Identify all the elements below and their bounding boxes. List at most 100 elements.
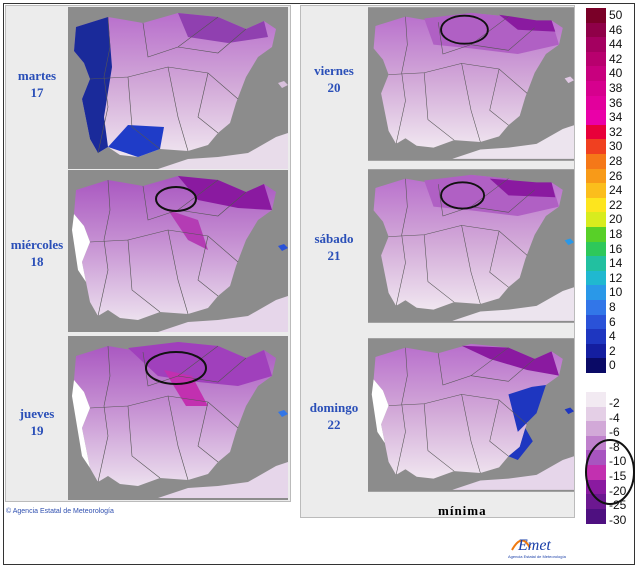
legend-swatch (586, 392, 606, 408)
legend-swatch (586, 300, 606, 316)
day-number: 18 (30, 254, 44, 269)
legend-swatch (586, 139, 606, 155)
legend-swatch (586, 95, 606, 111)
copyright-text: © Agencia Estatal de Meteorología (6, 508, 114, 515)
highlight-circle (440, 14, 489, 45)
legend-label: 8 (609, 300, 616, 314)
legend-label: 44 (609, 37, 623, 52)
map-friday (368, 7, 574, 161)
legend-swatch (586, 329, 606, 345)
legend-swatch (586, 227, 606, 243)
map-tuesday (68, 7, 288, 169)
legend-swatch (586, 37, 606, 53)
legend-label: 32 (609, 124, 623, 139)
legend-swatch (586, 183, 606, 199)
day-label-friday: viernes 20 (303, 62, 365, 96)
legend-swatch (586, 406, 606, 422)
day-label-tuesday: martes 17 (6, 67, 68, 101)
legend-label: -10 (609, 454, 627, 469)
legend-swatch (586, 358, 606, 374)
legend-swatch (586, 124, 606, 140)
aemet-logo: Emet Agencia Estatal de Meteorología (508, 530, 572, 560)
legend-swatch (586, 197, 606, 213)
day-number: 20 (327, 80, 341, 95)
legend-label: 14 (609, 256, 623, 271)
map-saturday (368, 169, 574, 323)
legend-label: 28 (609, 154, 623, 168)
legend-label: 34 (609, 110, 623, 125)
day-number: 19 (30, 423, 44, 438)
legend-label: 46 (609, 22, 623, 37)
day-label-sunday: domingo 22 (300, 399, 368, 433)
legend-label: -15 (609, 469, 627, 483)
legend-swatch (586, 494, 606, 510)
legend-swatch (586, 51, 606, 67)
legend-swatch (586, 508, 606, 524)
weekday-name: martes (17, 68, 57, 83)
legend-label: -20 (609, 483, 627, 498)
legend-label: 30 (609, 139, 623, 154)
day-label-wednesday: miércoles 18 (4, 236, 70, 270)
legend-label: 40 (609, 66, 623, 81)
legend-label: 22 (609, 197, 623, 212)
figure-frame (3, 3, 635, 565)
legend-swatch (586, 343, 606, 359)
legend-label: 18 (609, 227, 623, 241)
legend-label: 50 (609, 8, 623, 22)
weekday-name: miércoles (10, 237, 64, 252)
legend-swatch (586, 270, 606, 286)
day-number: 21 (327, 248, 341, 263)
legend-label: -25 (609, 498, 627, 513)
weekday-name: viernes (314, 63, 354, 78)
day-label-thursday: jueves 19 (6, 405, 68, 439)
legend-swatch (586, 212, 606, 228)
day-number: 22 (327, 417, 341, 432)
legend-label: 38 (609, 81, 623, 95)
legend-label: 16 (609, 241, 623, 256)
legend-label: -6 (609, 425, 620, 440)
weekday-name: sábado (314, 231, 354, 246)
legend-label: 12 (609, 270, 623, 285)
legend-swatch (586, 241, 606, 257)
legend-swatch (586, 256, 606, 272)
legend-label: 2 (609, 343, 616, 358)
legend-swatch (586, 154, 606, 170)
highlight-circle (145, 351, 207, 385)
legend-swatch (586, 285, 606, 301)
legend-swatch (586, 22, 606, 38)
legend-label: 42 (609, 51, 623, 66)
legend-highlight-circle (585, 439, 635, 505)
highlight-circle (155, 186, 197, 212)
weekday-name: domingo (309, 400, 359, 415)
legend-label: 10 (609, 285, 623, 300)
legend-swatch (586, 314, 606, 330)
legend-label: -2 (609, 396, 620, 410)
legend-label: 20 (609, 212, 623, 227)
legend-label: 24 (609, 183, 623, 198)
map-thursday (68, 336, 288, 500)
svg-text:Agencia Estatal de Meteorologí: Agencia Estatal de Meteorología (508, 554, 567, 559)
legend-label: -8 (609, 439, 620, 454)
map-sunday (368, 338, 574, 492)
legend-label: 26 (609, 168, 623, 183)
weekday-name: jueves (19, 406, 55, 421)
legend-label: 4 (609, 329, 616, 344)
legend-swatch (586, 8, 606, 24)
legend-label: 36 (609, 95, 623, 110)
legend-swatch (586, 66, 606, 82)
legend-swatch (586, 465, 606, 481)
caption-minima: mínima (438, 503, 487, 518)
legend-label: -30 (609, 512, 627, 527)
highlight-circle (440, 181, 486, 210)
legend-swatch (586, 81, 606, 97)
map-wednesday (68, 170, 288, 332)
legend-swatch (586, 421, 606, 437)
svg-text:Emet: Emet (517, 537, 551, 554)
legend-swatch (586, 168, 606, 184)
day-label-saturday: sábado 21 (303, 230, 365, 264)
day-number: 17 (30, 85, 44, 100)
legend-label: 0 (609, 358, 616, 373)
legend-label: -4 (609, 410, 620, 425)
legend-label: 6 (609, 314, 616, 329)
legend-swatch (586, 110, 606, 126)
